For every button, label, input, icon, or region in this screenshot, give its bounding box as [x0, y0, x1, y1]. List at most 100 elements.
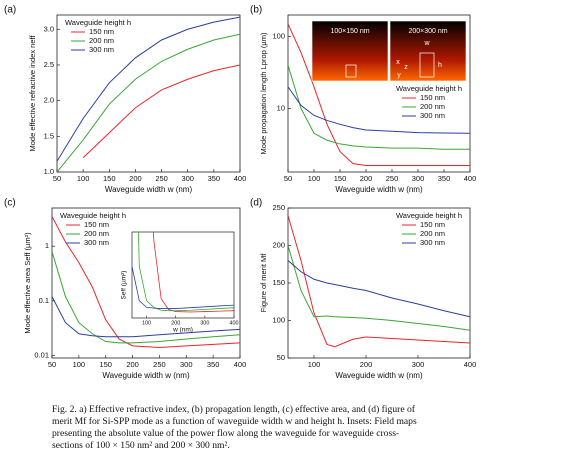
legend-label: 300 nm [420, 238, 445, 247]
series-line [132, 266, 234, 309]
x-tick-label: 250 [153, 360, 166, 369]
y-axis-label: Mode effective refractive index neff [28, 35, 37, 152]
plot-frame [56, 14, 241, 173]
x-tick-label: 200 [129, 174, 142, 183]
series-line [57, 33, 240, 172]
plot-frame [51, 207, 241, 359]
legend-label: 150 nm [420, 93, 445, 102]
waveguide-outline [345, 64, 357, 78]
panel-label: (b) [250, 5, 262, 16]
y-tick-label: 1.0 [44, 167, 54, 176]
x-axis-label: Waveguide width w (nm) [105, 185, 193, 194]
inset-x-tick-label: 200 [171, 320, 180, 326]
series-line [288, 245, 470, 331]
y-tick-label: 0.01 [34, 350, 49, 359]
y-tick-label: 10 [277, 103, 285, 112]
x-tick-label: 250 [155, 174, 168, 183]
x-tick-label: 200 [360, 174, 373, 183]
legend-title: Waveguide height h [65, 18, 131, 27]
inset-label: z [404, 64, 408, 71]
inset-y-label: Seff (µm²) [121, 271, 128, 300]
inset-x-label: w (nm) [172, 327, 193, 334]
series-line [288, 65, 470, 150]
caption-line: Fig. 2. a) Effective refractive index, (… [52, 404, 416, 415]
inset-label: 200×300 nm [408, 28, 447, 35]
x-tick-label: 50 [48, 360, 56, 369]
y-tick-label: 100 [272, 315, 285, 324]
y-tick-label: 1.5 [44, 131, 54, 140]
x-tick-label: 350 [207, 360, 220, 369]
y-tick-label: 250 [272, 203, 285, 212]
x-tick-label: 200 [360, 360, 373, 369]
x-tick-label: 100 [73, 360, 86, 369]
series-line [82, 64, 240, 159]
series-line [153, 232, 234, 313]
x-tick-label: 100 [308, 360, 321, 369]
series-line [288, 23, 470, 167]
series-line [52, 216, 240, 349]
x-tick-label: 400 [234, 360, 247, 369]
y-axis-label: Mode propagation length Lprop (µm) [259, 32, 268, 154]
caption-line: presenting the absolute value of the pow… [52, 428, 399, 439]
x-tick-label: 50 [284, 174, 292, 183]
x-tick-label: 400 [234, 174, 247, 183]
legend-label: 200 nm [420, 102, 445, 111]
x-tick-label: 400 [464, 360, 477, 369]
x-tick-label: 250 [386, 174, 399, 183]
series-line [57, 16, 240, 162]
x-tick-label: 200 [126, 360, 139, 369]
x-axis-label: Waveguide width w (nm) [335, 371, 423, 380]
y-tick-label: 2.5 [44, 60, 54, 69]
series-line [288, 260, 470, 318]
legend-label: 300 nm [89, 45, 114, 54]
legend-label: 300 nm [84, 238, 109, 247]
inset-label: 100×150 nm [330, 28, 369, 35]
x-tick-label: 150 [334, 174, 347, 183]
legend-label: 150 nm [420, 220, 445, 229]
caption-line: merit Mf for Si-SPP mode as a function o… [52, 416, 417, 427]
inset-label: y [397, 72, 401, 79]
x-tick-label: 100 [77, 174, 90, 183]
panel-label: (a) [4, 5, 16, 16]
x-tick-label: 350 [438, 174, 451, 183]
y-tick-label: 0.1 [39, 296, 49, 305]
x-tick-label: 300 [181, 174, 194, 183]
series-line [288, 86, 470, 134]
series-line [52, 251, 240, 344]
legend-label: 300 nm [420, 111, 445, 120]
series-line [52, 296, 240, 338]
x-tick-label: 150 [103, 174, 116, 183]
x-tick-label: 100 [308, 174, 321, 183]
field-map [389, 20, 467, 82]
legend-label: 150 nm [84, 220, 109, 229]
y-tick-label: 200 [272, 240, 285, 249]
series-line [288, 215, 470, 348]
inset-x-tick-label: 400 [229, 320, 238, 326]
panel-label: (d) [250, 198, 262, 209]
caption-line: sections of 100 × 150 nm² and 200 × 300 … [52, 440, 230, 451]
y-tick-label: 1 [45, 241, 49, 250]
y-axis-label: Mode effective area Seff (µm²) [23, 232, 32, 334]
x-tick-label: 400 [464, 174, 477, 183]
y-tick-label: 50 [277, 353, 285, 362]
legend-label: 200 nm [89, 36, 114, 45]
x-tick-label: 300 [180, 360, 193, 369]
legend-title: Waveguide height h [396, 84, 462, 93]
x-axis-label: Waveguide width w (nm) [102, 371, 190, 380]
x-tick-label: 350 [208, 174, 221, 183]
x-axis-label: Waveguide width w (nm) [335, 185, 423, 194]
legend-label: 150 nm [89, 27, 114, 36]
legend-title: Waveguide height h [396, 211, 462, 220]
series-line [138, 232, 234, 312]
panel-label: (c) [4, 198, 16, 209]
legend-label: 200 nm [420, 229, 445, 238]
y-tick-label: 2.0 [44, 96, 54, 105]
x-tick-label: 150 [99, 360, 112, 369]
x-tick-label: 300 [412, 360, 425, 369]
plot-frame [287, 14, 471, 173]
inset-frame [131, 231, 235, 319]
waveguide-outline [419, 52, 435, 78]
inset-label: h [438, 62, 442, 69]
y-axis-label: Figure of merit Mf [259, 253, 268, 313]
